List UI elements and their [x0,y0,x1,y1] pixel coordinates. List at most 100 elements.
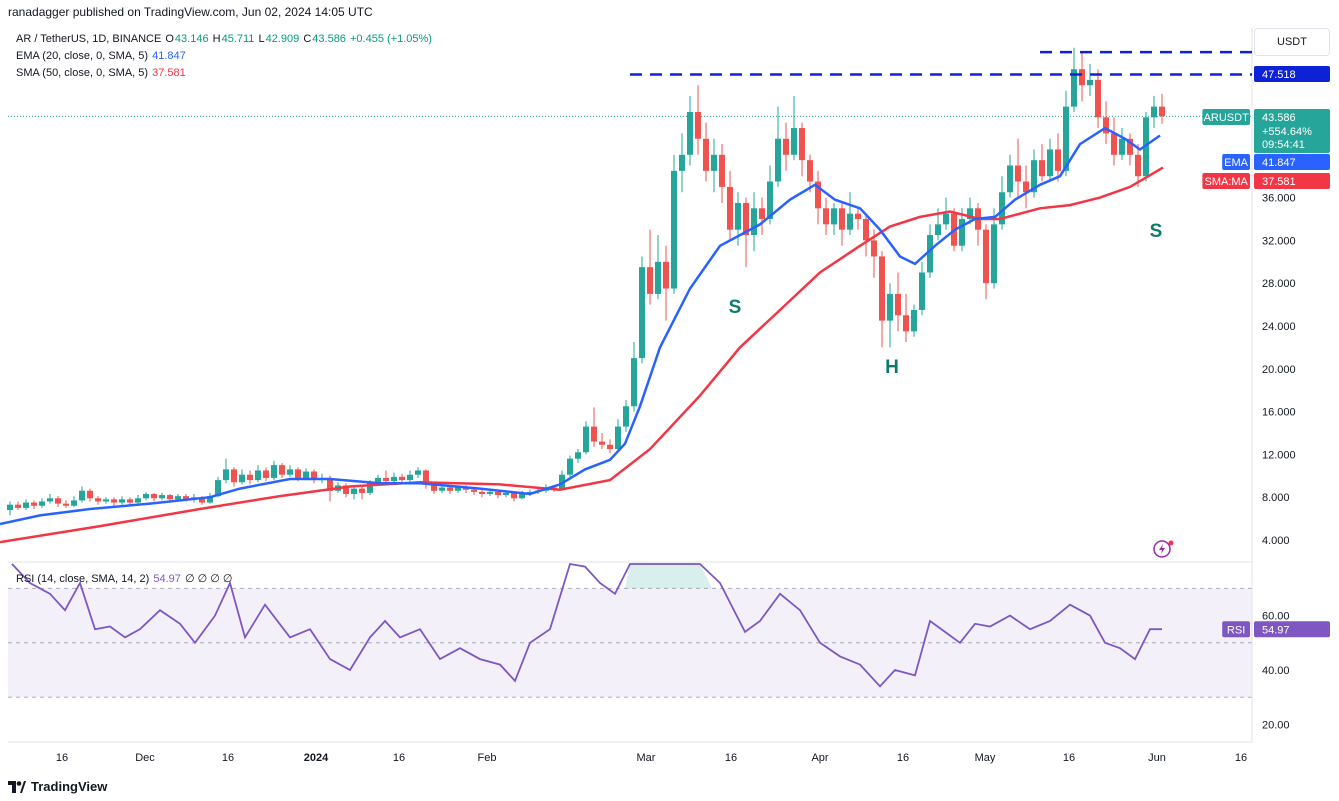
ema-tag: EMA 41.847 [1222,154,1330,170]
candle-body [159,495,165,499]
candle-body [327,477,333,491]
candle-body [695,112,701,139]
candle-body [279,465,285,475]
candle-body [887,293,893,321]
candle-body [511,492,517,499]
rsi-tag-value-bg [1254,621,1330,638]
candle-body [1087,79,1093,86]
candle-body [487,491,493,494]
candle-body [447,487,453,491]
rsi-axis[interactable]: 20.00 40.00 60.00 [1262,611,1290,732]
candle-body [255,470,261,481]
sma-tag-name-bg [1202,173,1250,189]
candle-body [943,213,949,225]
candle-body [1039,160,1045,177]
candle-body [271,465,277,478]
rsi-tick-label: 20.00 [1262,719,1290,731]
price-tick-label: 24.000 [1262,321,1296,333]
candle-body [1047,149,1053,177]
pattern-label: H [885,357,899,378]
candle-body [1135,154,1141,177]
candle-body [359,488,365,493]
candle-body [55,498,61,504]
candle-body [303,471,309,478]
candle-body [743,202,749,236]
rsi-legend-extra: ∅ ∅ ∅ ∅ [184,573,233,585]
sma-legend[interactable]: SMA (50, close, 0, SMA, 5) 37.581 [16,67,187,79]
candle-body [927,235,933,273]
last-price-tag-value: 43.586 [1262,112,1296,124]
candle-body [111,499,117,503]
candle-body [71,500,77,506]
candle-body [831,208,837,225]
candle-body [455,487,461,491]
candle-body [127,499,133,503]
price-tick-label: 16.000 [1262,407,1296,419]
low-label: L [258,33,265,45]
rsi-legend[interactable]: RSI (14, close, SMA, 14, 2) 54.97 ∅ ∅ ∅ … [16,572,233,585]
candle-body [463,487,469,490]
candle-body [263,470,269,478]
candle-body [775,138,781,182]
candle-body [1063,106,1069,171]
candle-body [559,474,565,489]
candle-body [735,202,741,230]
time-tick-label: Jun [1148,752,1166,764]
price-tick-label: 20.000 [1262,364,1296,376]
price-tick-label: 28.000 [1262,278,1296,290]
rsi-tag-value: 54.97 [1262,624,1290,636]
candle-body [231,469,237,483]
candle-body [239,474,245,483]
ema-tag-name-bg [1222,154,1250,170]
candle-body [199,497,205,503]
brand-name: TradingView [31,779,108,794]
sma-legend-label: SMA (50, close, 0, SMA, 5) [16,67,149,79]
candle-body [383,477,389,482]
candle-body [407,474,413,481]
price-tick-label: 12.000 [1262,449,1296,461]
candle-body [791,128,797,155]
ema-tag-value-bg [1254,154,1330,170]
candle-body [143,493,149,499]
ema-legend[interactable]: EMA (20, close, 0, SMA, 5) 41.847 [16,50,187,62]
low-value: 42.909 [265,33,300,45]
time-axis[interactable]: 16 Dec 16 2024 16 Feb Mar 16 Apr 16 May 16 Jun 16 [56,752,1247,764]
candle-body [223,469,229,481]
time-tick-label: Feb [478,752,497,764]
sma-tag-value: 37.581 [1262,176,1296,188]
candle-body [703,138,709,171]
candle-body [15,504,21,508]
brand[interactable]: TradingView [8,779,107,794]
price-tick-label: 8.000 [1262,492,1290,504]
candle-body [991,224,997,284]
candle-body [919,272,925,310]
tradingview-logo-icon [8,780,26,793]
currency-button[interactable]: USDT [1254,28,1330,56]
candle-body [759,208,765,219]
candle-body [999,192,1005,225]
candle-body [839,208,845,230]
sma-tag: SMA:MA 37.581 [1202,173,1330,189]
pattern-label: S [729,297,742,318]
candle-body [1119,138,1125,155]
candle-body [799,128,805,161]
candle-body [87,490,93,499]
candle-body [1023,181,1029,193]
ema-legend-value: 41.847 [152,50,186,62]
candle-body [31,502,37,506]
notification-dot [1168,540,1174,546]
candle-body [95,498,101,502]
price-axis[interactable]: 4.000 8.000 12.000 16.000 20.000 24.000 28.000… [1262,193,1296,547]
ema-tag-name: EMA [1224,157,1249,169]
open-value: 43.146 [174,33,209,45]
symbol-legend[interactable]: AR / TetherUS, 1D, BINANCE O43.146 H45.7… [16,33,433,45]
last-price-tag-extra: +554.64% [1262,126,1312,138]
time-tick-label: Mar [637,752,656,764]
candle-body [415,470,421,475]
price-tick-label: 36.000 [1262,193,1296,205]
price-tags: 47.518 ARUSDT 43.586 +554.64%09:54:41 EMA 41.… [1202,66,1330,638]
rsi-tick-label: 60.00 [1262,611,1290,623]
lightning-icon[interactable] [1153,540,1171,558]
last-price-tag-value-bg [1254,109,1330,153]
